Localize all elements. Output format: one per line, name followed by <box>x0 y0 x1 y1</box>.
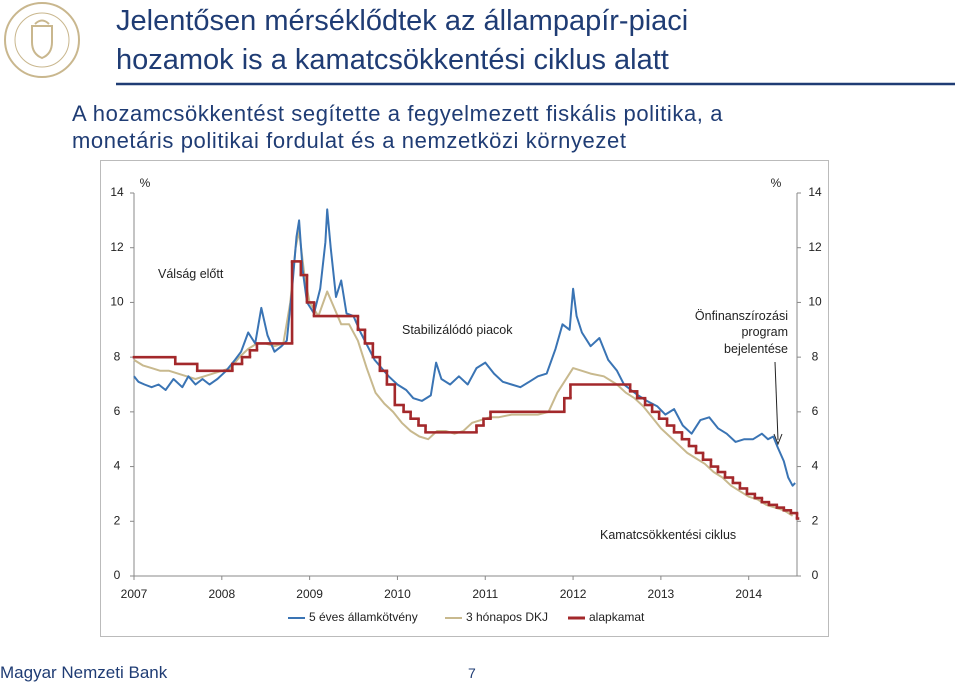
y2-tick-label: 6 <box>812 404 819 418</box>
y-tick-label: 14 <box>110 185 124 199</box>
title-line: Jelentősen mérséklődtek az állampapír-pi… <box>116 5 688 37</box>
footer: Magyar Nemzeti Bank <box>0 663 168 682</box>
x-tick-label: 2007 <box>121 587 148 601</box>
title-line: hozamok is a kamatcsökkentési ciklus ala… <box>116 44 669 76</box>
y2-unit: % <box>771 176 782 190</box>
x-tick-label: 2010 <box>384 587 411 601</box>
y2-tick-label: 14 <box>808 185 822 199</box>
annotation-arrow <box>773 361 783 446</box>
x-tick-label: 2014 <box>735 587 762 601</box>
y2-tick-label: 12 <box>808 240 822 254</box>
x-tick-label: 2012 <box>560 587 587 601</box>
y-tick-label: 0 <box>114 568 121 582</box>
y-tick-label: 12 <box>110 240 124 254</box>
annotation: Válság előtt <box>158 267 224 281</box>
step-riser <box>173 261 799 519</box>
subtitle-line: A hozamcsökkentést segítette a fegyelmez… <box>72 101 723 126</box>
annotation: Stabilizálódó piacok <box>402 323 513 337</box>
annotation: bejelentése <box>724 342 788 356</box>
x-tick-label: 2009 <box>296 587 323 601</box>
y-tick-label: 8 <box>114 349 121 363</box>
x-tick-label: 2013 <box>648 587 675 601</box>
series-line <box>133 208 796 487</box>
subtitle-line: monetáris politikai fordulat és a nemzet… <box>72 128 627 153</box>
annotation: program <box>741 325 788 339</box>
chart-frame <box>100 160 829 637</box>
logo <box>4 2 80 78</box>
y2-tick-label: 4 <box>812 459 819 473</box>
series-line <box>133 230 794 517</box>
page-number: 7 <box>468 665 476 681</box>
y-tick-label: 2 <box>114 513 121 527</box>
x-tick-label: 2008 <box>208 587 235 601</box>
y2-tick-label: 0 <box>812 568 819 582</box>
y-unit: % <box>140 176 151 190</box>
annotation: Önfinanszírozási <box>695 309 788 323</box>
y-tick-label: 4 <box>114 459 121 473</box>
y-tick-label: 10 <box>110 295 124 309</box>
y-tick-label: 6 <box>114 404 121 418</box>
x-tick-label: 2011 <box>472 587 498 601</box>
legend-label: 3 hónapos DKJ <box>466 610 548 624</box>
y2-tick-label: 2 <box>812 513 819 527</box>
chart: 0 2 4 6 8 10 12 14 0 2 4 6 8 10 12 14 2007 2008 2009 2010 20… <box>110 176 822 624</box>
annotation: Kamatcsökkentési ciklus <box>600 528 736 542</box>
y2-tick-label: 10 <box>808 295 822 309</box>
legend-label: 5 éves államkötvény <box>309 610 418 624</box>
legend-label: alapkamat <box>589 610 645 624</box>
y2-tick-label: 8 <box>812 349 819 363</box>
